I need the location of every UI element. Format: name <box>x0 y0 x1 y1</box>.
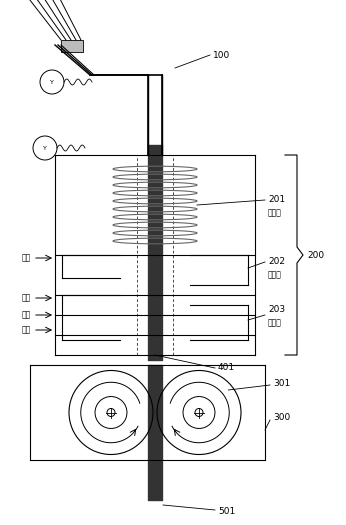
Text: 202: 202 <box>268 257 285 267</box>
Text: Y: Y <box>50 79 54 85</box>
Text: 热电偶: 热电偶 <box>268 319 282 328</box>
Circle shape <box>195 408 203 416</box>
Text: Y: Y <box>43 145 47 151</box>
Text: 进风: 进风 <box>22 293 31 302</box>
Text: 300: 300 <box>273 414 290 423</box>
Text: 出风: 出风 <box>22 254 31 262</box>
Circle shape <box>107 408 115 416</box>
Text: 热电偶: 热电偶 <box>268 270 282 279</box>
Text: 501: 501 <box>218 508 235 517</box>
Bar <box>61 40 83 52</box>
Text: 进水: 进水 <box>22 326 31 334</box>
Text: 301: 301 <box>273 379 290 387</box>
Text: 201: 201 <box>268 195 285 205</box>
Text: 200: 200 <box>307 250 324 259</box>
Text: 401: 401 <box>218 363 235 373</box>
Text: 出水: 出水 <box>22 310 31 320</box>
Text: 203: 203 <box>268 306 285 314</box>
Text: 100: 100 <box>213 50 230 59</box>
Text: 热电偶: 热电偶 <box>268 208 282 217</box>
